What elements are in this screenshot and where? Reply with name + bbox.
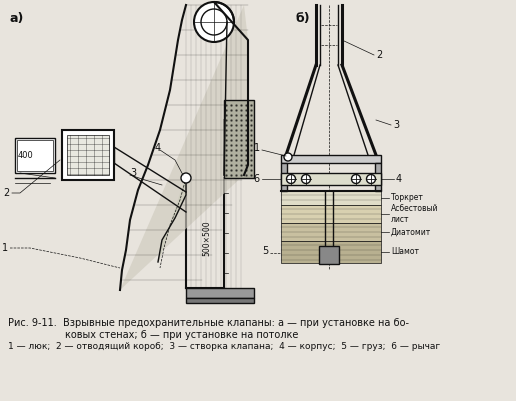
Text: 500×500: 500×500 xyxy=(202,220,212,256)
Polygon shape xyxy=(158,178,186,262)
Bar xyxy=(319,246,339,264)
Bar xyxy=(17,140,53,171)
Text: 3: 3 xyxy=(393,120,399,130)
Text: 2: 2 xyxy=(4,188,10,198)
Bar xyxy=(281,241,381,263)
Circle shape xyxy=(366,174,376,184)
Text: Диатомит: Диатомит xyxy=(391,227,431,237)
Text: 6: 6 xyxy=(254,174,260,184)
Bar xyxy=(375,163,381,191)
Text: 3: 3 xyxy=(130,168,136,178)
Text: 1 — люк;  2 — отводящий короб;  3 — створка клапана;  4 — корпус;  5 — груз;  6 : 1 — люк; 2 — отводящий короб; 3 — створк… xyxy=(8,342,440,351)
Text: Рис. 9-11.  Взрывные предохранительные клапаны: а — при установке на бо-: Рис. 9-11. Взрывные предохранительные кл… xyxy=(8,318,409,328)
Bar xyxy=(186,298,254,303)
Circle shape xyxy=(301,174,311,184)
Bar xyxy=(281,155,381,163)
Text: а): а) xyxy=(10,12,24,25)
Bar xyxy=(281,173,381,185)
Bar xyxy=(281,191,381,205)
Polygon shape xyxy=(120,5,248,290)
Text: 1: 1 xyxy=(2,243,8,253)
Bar xyxy=(281,205,381,223)
Text: 1: 1 xyxy=(254,143,260,153)
Text: Шамот: Шамот xyxy=(391,247,419,257)
Text: 400: 400 xyxy=(18,151,34,160)
Circle shape xyxy=(351,174,361,184)
Bar xyxy=(224,100,254,178)
Bar xyxy=(62,130,114,180)
Circle shape xyxy=(181,173,191,183)
Text: Асбестовый
лист: Асбестовый лист xyxy=(391,204,439,224)
Bar xyxy=(67,135,109,175)
Text: б): б) xyxy=(296,12,311,25)
Text: Торкрет: Торкрет xyxy=(391,194,424,203)
Text: 5: 5 xyxy=(262,246,268,256)
Bar xyxy=(281,163,287,191)
Circle shape xyxy=(284,153,292,161)
Bar xyxy=(15,138,55,173)
Text: 4: 4 xyxy=(155,143,161,153)
Text: 2: 2 xyxy=(376,50,382,60)
Circle shape xyxy=(194,2,234,42)
Text: 4: 4 xyxy=(396,174,402,184)
Bar xyxy=(281,223,381,241)
Text: ковых стенах; б — при установке на потолке: ковых стенах; б — при установке на потол… xyxy=(65,330,298,340)
Bar xyxy=(186,288,254,298)
Circle shape xyxy=(201,9,227,35)
Circle shape xyxy=(286,174,296,184)
